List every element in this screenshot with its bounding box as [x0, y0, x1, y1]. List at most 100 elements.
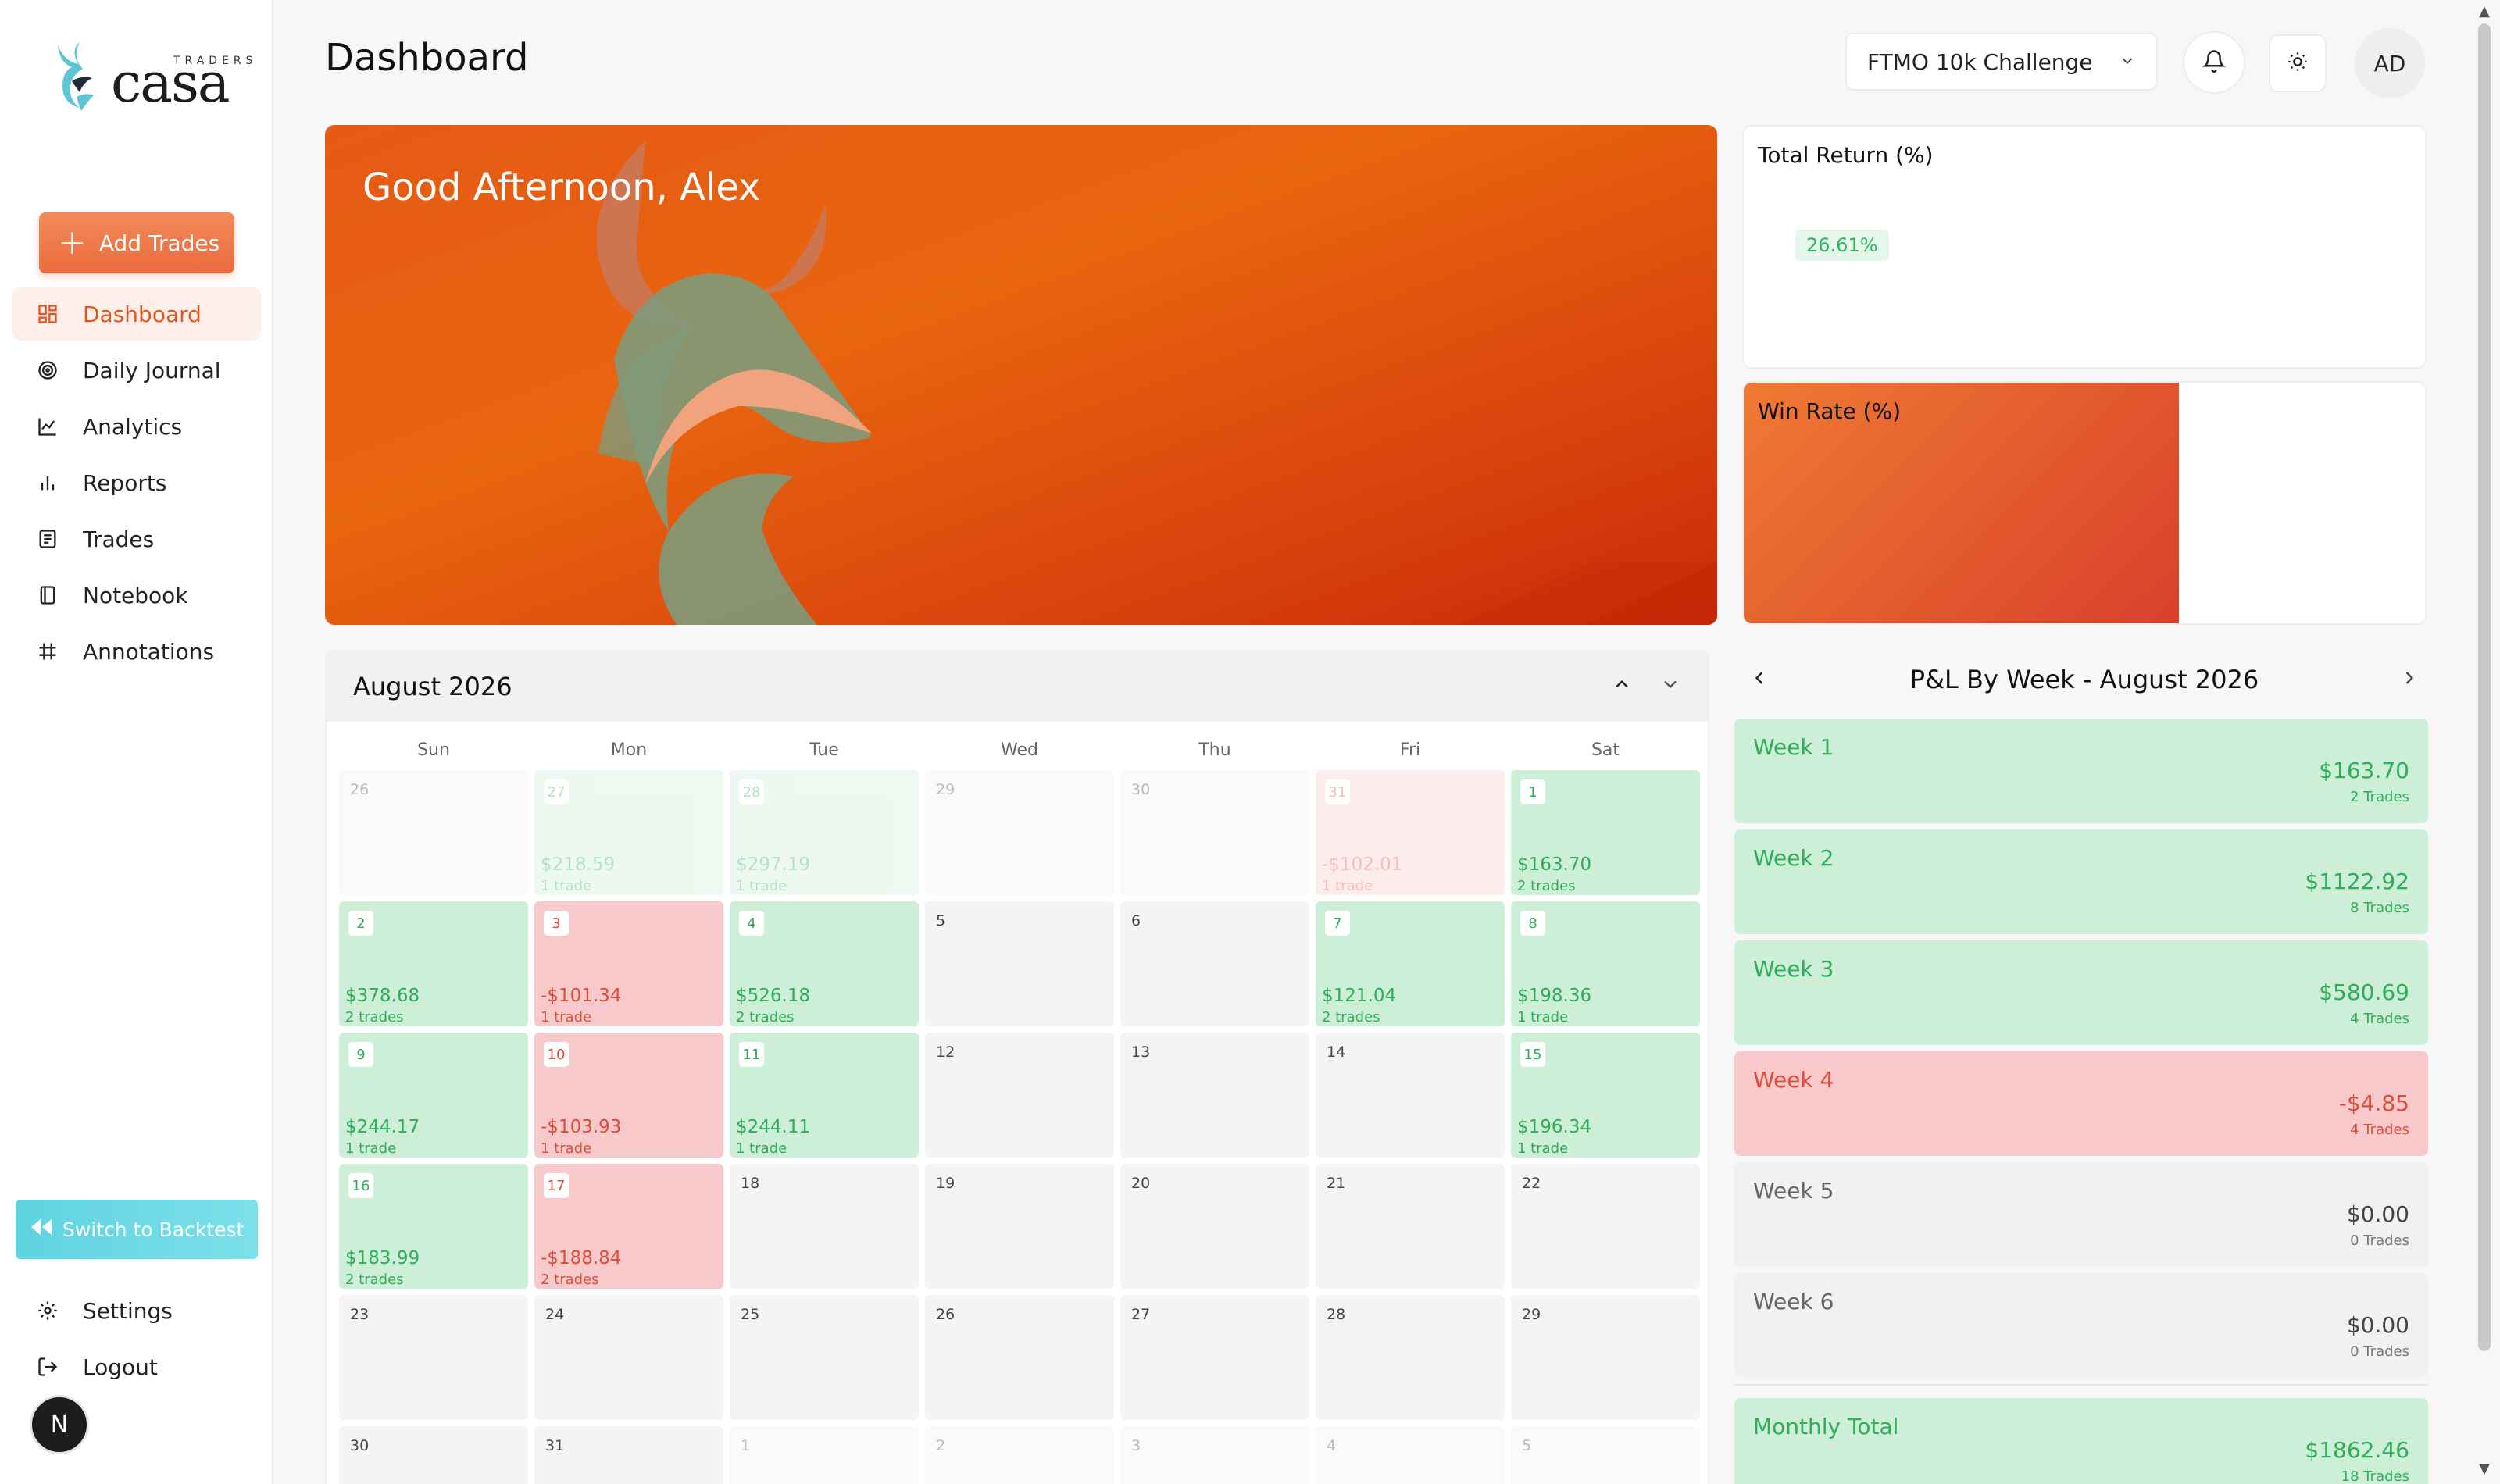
calendar-day[interactable]: 29: [1511, 1295, 1700, 1420]
sidebar: TRADERS casa + Add Trades Dashboard Dail…: [0, 0, 273, 1484]
notifications-button[interactable]: [2183, 31, 2245, 94]
calendar-day[interactable]: 1: [730, 1426, 919, 1484]
calendar-day[interactable]: 28: [1316, 1295, 1505, 1420]
theme-toggle-button[interactable]: [2269, 34, 2327, 92]
account-select[interactable]: FTMO 10k Challenge: [1845, 33, 2158, 91]
scroll-up-icon[interactable]: ▲: [2479, 3, 2490, 20]
calendar-day[interactable]: 31: [534, 1426, 723, 1484]
sidebar-item-annotations[interactable]: Annotations: [12, 625, 261, 678]
chevron-left-icon[interactable]: [1748, 667, 1770, 692]
calendar-day[interactable]: 27: [1120, 1295, 1309, 1420]
week-pnl: $0.00: [2346, 1201, 2409, 1227]
week-row[interactable]: Week 3 $580.69 4 Trades: [1734, 940, 2428, 1045]
week-name: Week 6: [1753, 1289, 1834, 1315]
bull-mascot-icon: [596, 141, 1717, 625]
calendar-day[interactable]: 12: [925, 1033, 1114, 1158]
add-trades-button[interactable]: + Add Trades: [39, 212, 234, 273]
week-row[interactable]: Week 1 $163.70 2 Trades: [1734, 719, 2428, 823]
calendar-day[interactable]: 5: [925, 901, 1114, 1026]
scroll-down-icon[interactable]: ▼: [2479, 1461, 2490, 1477]
calendar-day[interactable]: 15 $196.34 1 trade: [1511, 1033, 1700, 1158]
calendar-day[interactable]: 20: [1120, 1164, 1309, 1289]
calendar-day[interactable]: 24: [534, 1295, 723, 1420]
week-pnl: $1122.92: [2305, 869, 2409, 894]
calendar-day-pnl: -$103.93: [541, 1117, 622, 1137]
calendar-day-trade-count: 1 trade: [1517, 1009, 1569, 1026]
calendar-day[interactable]: 30: [339, 1426, 528, 1484]
sidebar-item-daily-journal[interactable]: Daily Journal: [12, 344, 261, 397]
calendar-day[interactable]: 7 $121.04 2 trades: [1316, 901, 1505, 1026]
week-name: Week 3: [1753, 956, 1834, 982]
switch-to-backtest-button[interactable]: Switch to Backtest: [16, 1200, 258, 1259]
calendar-day[interactable]: 28 $297.19 1 trade: [730, 770, 919, 895]
sidebar-item-label: Trades: [83, 526, 155, 552]
sidebar-item-notebook[interactable]: Notebook: [12, 569, 261, 622]
sidebar-item-label: Notebook: [83, 582, 188, 608]
chevron-up-icon[interactable]: [1611, 672, 1633, 701]
plus-icon: +: [58, 223, 87, 262]
calendar-day-number: 21: [1327, 1175, 1346, 1192]
calendar-day-number: 11: [739, 1042, 764, 1067]
sidebar-item-logout[interactable]: Logout: [12, 1340, 261, 1393]
week-row[interactable]: Week 5 $0.00 0 Trades: [1734, 1162, 2428, 1267]
brand-logo[interactable]: TRADERS casa: [48, 37, 253, 115]
calendar-day[interactable]: 3: [1120, 1426, 1309, 1484]
calendar-day[interactable]: 3 -$101.34 1 trade: [534, 901, 723, 1026]
calendar-day[interactable]: 17 -$188.84 2 trades: [534, 1164, 723, 1289]
sidebar-item-reports[interactable]: Reports: [12, 456, 261, 509]
sidebar-item-settings[interactable]: Settings: [12, 1284, 261, 1337]
week-row[interactable]: Week 6 $0.00 0 Trades: [1734, 1273, 2428, 1378]
calendar-day[interactable]: 4: [1316, 1426, 1505, 1484]
calendar-day[interactable]: 2 $378.68 2 trades: [339, 901, 528, 1026]
calendar-day[interactable]: 14: [1316, 1033, 1505, 1158]
calendar-day[interactable]: 5: [1511, 1426, 1700, 1484]
calendar-day[interactable]: 10 -$103.93 1 trade: [534, 1033, 723, 1158]
calendar-day-pnl: $244.11: [736, 1117, 811, 1137]
calendar-day-pnl: $183.99: [345, 1248, 420, 1268]
bar-chart-icon: [36, 471, 59, 494]
calendar-day[interactable]: 4 $526.18 2 trades: [730, 901, 919, 1026]
calendar-day[interactable]: 26: [339, 770, 528, 895]
calendar-day[interactable]: 2: [925, 1426, 1114, 1484]
calendar-day-number: 10: [544, 1042, 569, 1067]
calendar-day[interactable]: 30: [1120, 770, 1309, 895]
calendar-day[interactable]: 25: [730, 1295, 919, 1420]
sidebar-item-dashboard[interactable]: Dashboard: [12, 287, 261, 341]
calendar-day[interactable]: 9 $244.17 1 trade: [339, 1033, 528, 1158]
calendar-grid: 26 27 $218.59 1 trade 28 $297.19 1 trade 29 30 31…: [327, 770, 1708, 1484]
calendar-day[interactable]: 29: [925, 770, 1114, 895]
weekday-label: Wed: [1001, 740, 1038, 760]
chevron-right-icon[interactable]: [2398, 667, 2420, 692]
calendar-day-number: 31: [1325, 779, 1350, 804]
calendar-day[interactable]: 18: [730, 1164, 919, 1289]
calendar-day-number: 3: [544, 911, 569, 936]
sidebar-item-label: Daily Journal: [83, 357, 221, 383]
sidebar-item-analytics[interactable]: Analytics: [12, 400, 261, 453]
week-name: Monthly Total: [1753, 1414, 1899, 1439]
calendar-day[interactable]: 11 $244.11 1 trade: [730, 1033, 919, 1158]
calendar-day[interactable]: 16 $183.99 2 trades: [339, 1164, 528, 1289]
page-scrollbar[interactable]: [2478, 23, 2491, 1351]
user-avatar[interactable]: AD: [2355, 28, 2425, 98]
calendar-day[interactable]: 19: [925, 1164, 1114, 1289]
calendar-day[interactable]: 27 $218.59 1 trade: [534, 770, 723, 895]
calendar-day[interactable]: 26: [925, 1295, 1114, 1420]
chevron-down-icon[interactable]: [1659, 672, 1681, 701]
weekly-pnl-header: P&L By Week - August 2026: [1734, 655, 2434, 705]
calendar-day[interactable]: 21: [1316, 1164, 1505, 1289]
week-row[interactable]: Week 4 -$4.85 4 Trades: [1734, 1051, 2428, 1156]
calendar-day[interactable]: 22: [1511, 1164, 1700, 1289]
calendar-day[interactable]: 6: [1120, 901, 1309, 1026]
week-pnl: $580.69: [2319, 979, 2409, 1005]
monthly-total-row[interactable]: Monthly Total $1862.46 18 Trades: [1734, 1398, 2428, 1484]
week-row[interactable]: Week 2 $1122.92 8 Trades: [1734, 829, 2428, 934]
calendar-day[interactable]: 23: [339, 1295, 528, 1420]
calendar-day[interactable]: 8 $198.36 1 trade: [1511, 901, 1700, 1026]
calendar-day[interactable]: 13: [1120, 1033, 1309, 1158]
workspace-avatar[interactable]: N: [30, 1395, 89, 1454]
sidebar-item-trades[interactable]: Trades: [12, 512, 261, 565]
calendar-day-number: 20: [1131, 1175, 1151, 1192]
calendar-day-pnl: $526.18: [736, 986, 811, 1006]
calendar-day[interactable]: 1 $163.70 2 trades: [1511, 770, 1700, 895]
calendar-day[interactable]: 31 -$102.01 1 trade: [1316, 770, 1505, 895]
